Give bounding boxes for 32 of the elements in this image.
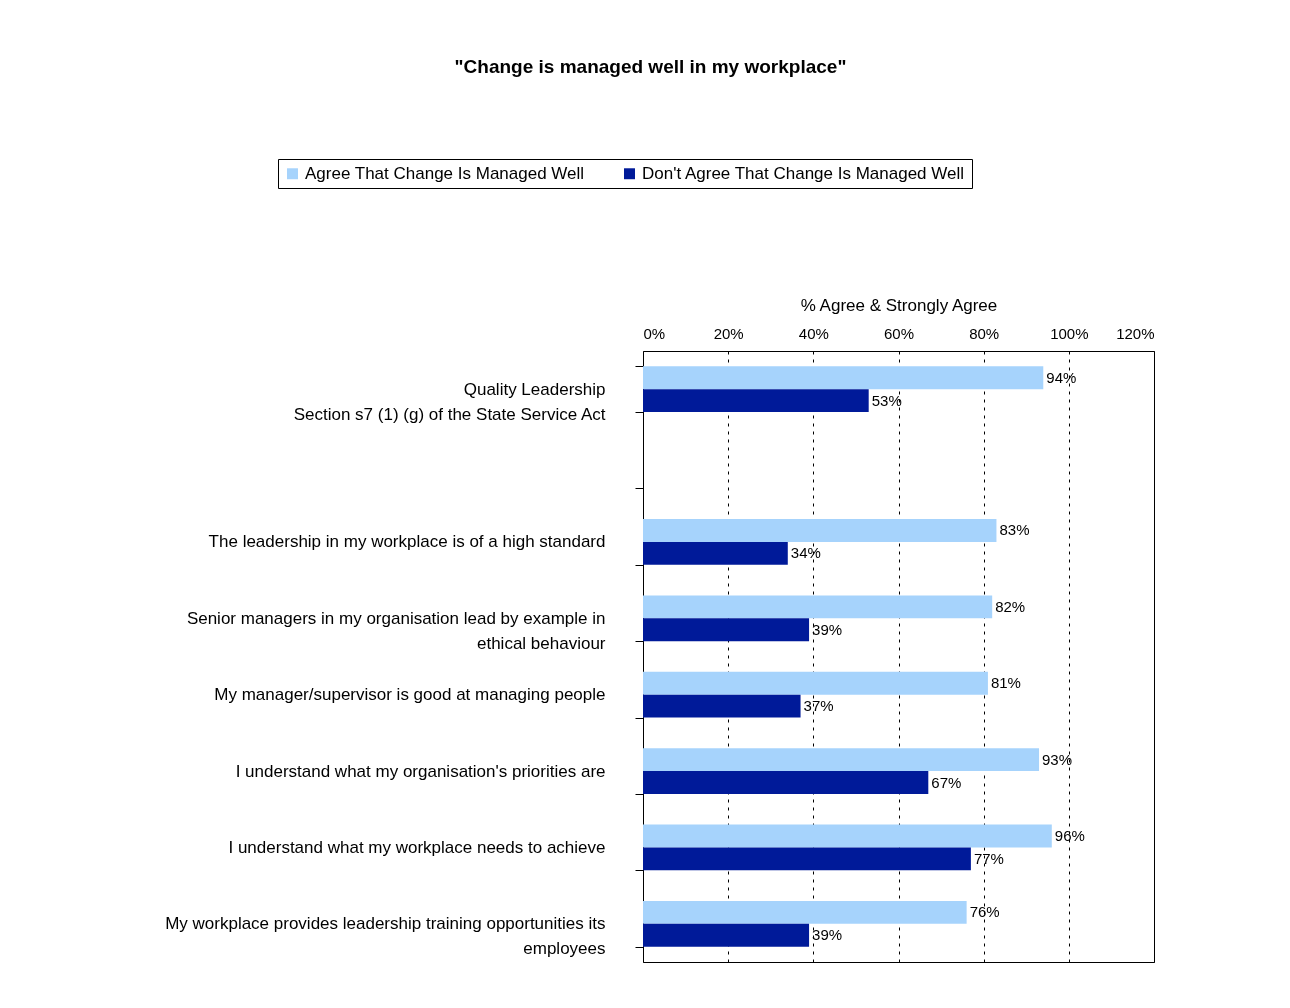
y-tick-label: Quality Leadership Section s7 (1) (g) of the State Service Act [293,379,606,424]
data-label: 77% [973,849,1004,867]
y-tick-label: The leadership in my workplace is of a high standard [208,532,606,552]
x-axis-title: % Agree & Strongly Agree [800,295,998,315]
y-tick-label: My manager/supervisor is good at managing people [214,685,606,705]
data-label: 82% [995,597,1026,615]
data-label: 81% [990,674,1021,692]
x-tick-label: 80% [969,324,1000,342]
x-tick-label: 60% [883,324,915,342]
chart-title: "Change is managed well in my workplace" [454,55,847,77]
data-label: 94% [1046,368,1077,386]
data-label: 76% [969,903,1000,921]
data-label: 67% [931,773,962,791]
x-tick-label: 100% [1050,324,1089,342]
y-tick-label: My workplace provides leadership training opportunities its employees [165,914,606,959]
data-label: 93% [1042,750,1073,768]
x-tick-label: 20% [713,324,744,342]
data-label: 34% [790,544,821,562]
y-tick-label: I understand what my workplace needs to achieve [228,837,606,857]
data-label: 83% [999,521,1030,539]
data-label: 37% [803,697,834,715]
x-tick-label: 40% [798,324,829,342]
data-label: 96% [1054,826,1085,844]
y-tick-label: I understand what my organisation's priorities are [235,761,606,781]
x-tick-label: 0% [643,324,666,342]
legend-label: Don't Agree That Change Is Managed Well [642,163,965,183]
data-label: 39% [812,926,843,944]
y-tick-label: Senior managers in my organisation lead by example in ethical behaviour [186,608,606,653]
data-label: 53% [871,391,902,409]
legend-label: Agree That Change Is Managed Well [305,163,585,183]
data-label: 39% [812,620,843,638]
x-tick-label: 120% [1116,324,1155,342]
